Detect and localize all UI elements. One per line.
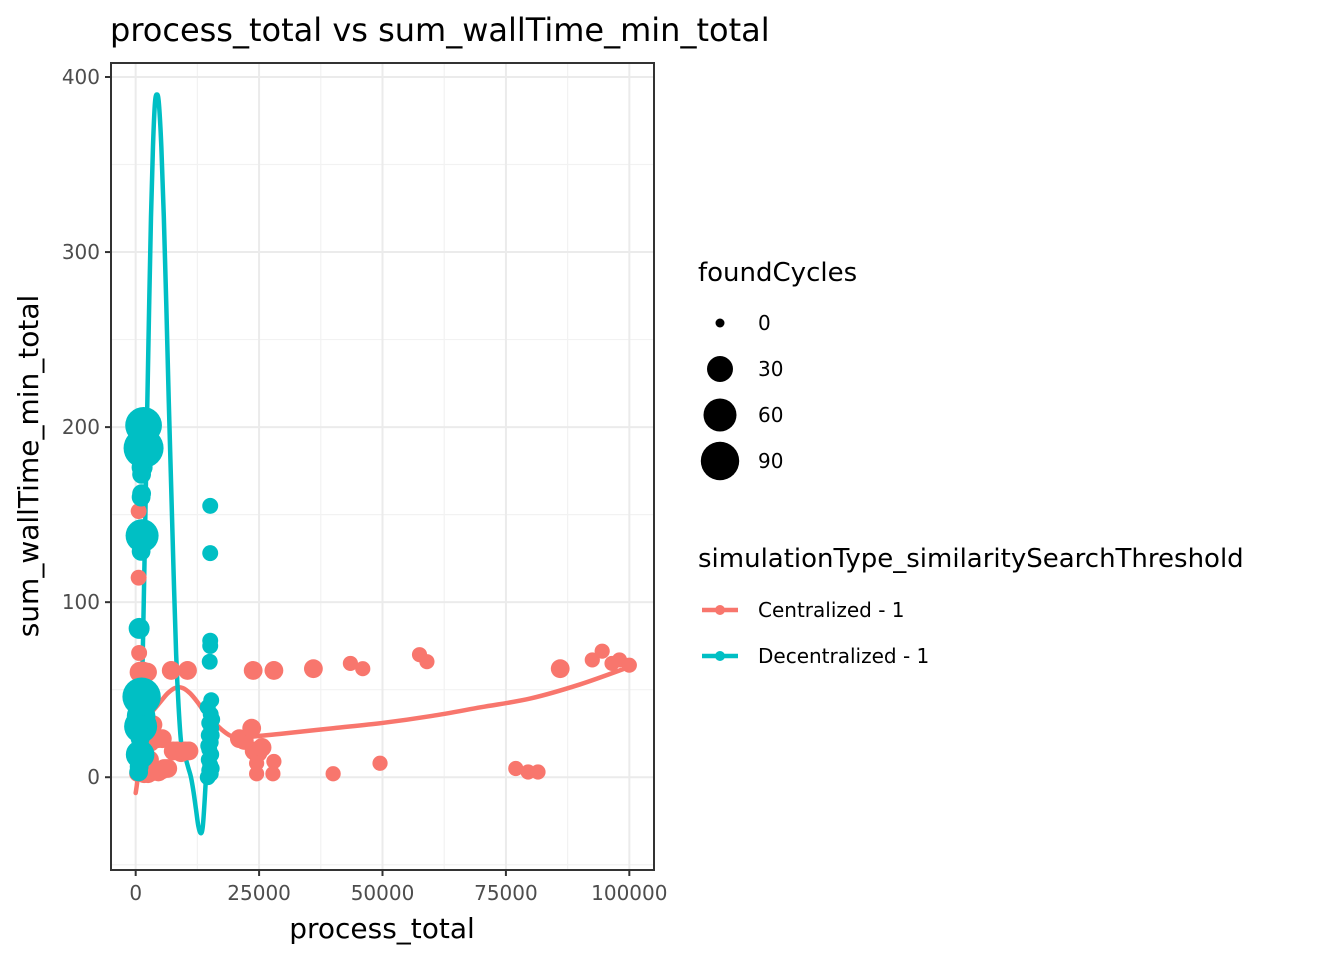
centralized-point bbox=[130, 503, 147, 520]
centralized-point bbox=[325, 766, 341, 782]
size-legend-key-60 bbox=[703, 398, 737, 432]
centralized-point bbox=[584, 652, 600, 668]
centralized-point bbox=[249, 766, 265, 782]
decentralized-point bbox=[199, 699, 216, 716]
centralized-point bbox=[594, 643, 610, 659]
x-tick-label: 100000 bbox=[591, 881, 667, 905]
y-tick-label: 100 bbox=[62, 590, 100, 614]
decentralized-point bbox=[132, 484, 152, 504]
centralized-point bbox=[355, 661, 371, 677]
y-axis-title: sum_wallTime_min_total bbox=[12, 295, 45, 638]
centralized-point bbox=[508, 760, 524, 777]
centralized-point bbox=[158, 759, 178, 778]
size-legend: foundCycles 0 30 60 90 bbox=[698, 258, 857, 481]
decentralized-point bbox=[202, 497, 219, 514]
size-legend-label: 90 bbox=[758, 449, 783, 473]
data-points bbox=[122, 406, 637, 786]
x-tick-label: 0 bbox=[129, 881, 142, 905]
decentralized-point bbox=[201, 653, 218, 670]
centralized-point bbox=[242, 718, 262, 738]
centralized-point bbox=[265, 766, 281, 782]
decentralized-point bbox=[202, 545, 219, 562]
y-tick-label: 400 bbox=[62, 65, 100, 89]
centralized-point bbox=[243, 661, 263, 680]
color-legend-point bbox=[715, 651, 725, 661]
size-legend-key-30 bbox=[707, 356, 733, 382]
centralized-point bbox=[419, 654, 435, 670]
color-legend-point bbox=[715, 605, 725, 615]
centralized-point bbox=[178, 661, 197, 680]
decentralized-point bbox=[133, 746, 152, 766]
color-legend-label: Decentralized - 1 bbox=[758, 644, 929, 668]
centralized-point bbox=[621, 657, 637, 673]
centralized-point bbox=[264, 661, 284, 680]
centralized-point bbox=[342, 655, 359, 672]
color-legend-keys: Centralized - 1 Decentralized - 1 bbox=[702, 598, 929, 668]
plot-panel bbox=[110, 62, 655, 871]
x-tick-label: 25000 bbox=[227, 881, 291, 905]
color-legend: simulationType_similaritySearchThreshold… bbox=[698, 544, 1244, 668]
centralized-point bbox=[179, 741, 199, 761]
decentralized-point bbox=[125, 406, 162, 444]
centralized-point bbox=[152, 729, 172, 749]
decentralized-point bbox=[128, 617, 150, 639]
chart-title: process_total vs sum_wallTime_min_total bbox=[110, 11, 770, 49]
decentralized-point bbox=[122, 677, 161, 716]
centralized-point bbox=[138, 662, 157, 682]
x-axis-title: process_total bbox=[289, 912, 475, 945]
centralized-point bbox=[550, 659, 570, 679]
size-legend-key-0 bbox=[715, 318, 725, 328]
x-axis: 0 25000 50000 75000 100000 bbox=[129, 870, 667, 905]
size-legend-key-90 bbox=[700, 441, 740, 481]
y-tick-label: 0 bbox=[87, 765, 100, 789]
size-legend-label: 60 bbox=[758, 403, 783, 427]
centralized-point bbox=[131, 644, 148, 661]
color-legend-title: simulationType_similaritySearchThreshold bbox=[698, 544, 1244, 574]
size-legend-label: 0 bbox=[758, 311, 771, 335]
centralized-point bbox=[530, 764, 546, 780]
centralized-point bbox=[303, 659, 323, 679]
decentralized-point bbox=[203, 760, 220, 777]
y-axis: 0 100 200 300 400 bbox=[62, 65, 111, 789]
color-legend-label: Centralized - 1 bbox=[758, 598, 905, 622]
centralized-point bbox=[130, 569, 147, 586]
size-legend-title: foundCycles bbox=[698, 258, 857, 288]
x-tick-label: 50000 bbox=[351, 881, 415, 905]
y-tick-label: 300 bbox=[62, 240, 100, 264]
decentralized-point bbox=[125, 519, 159, 553]
y-tick-label: 200 bbox=[62, 415, 100, 439]
decentralized-point bbox=[203, 727, 220, 744]
decentralized-smooth-line bbox=[135, 92, 215, 836]
centralized-point bbox=[249, 755, 265, 771]
x-tick-label: 75000 bbox=[474, 881, 538, 905]
size-legend-label: 30 bbox=[758, 357, 783, 381]
decentralized-point bbox=[204, 711, 221, 728]
centralized-point bbox=[266, 753, 282, 770]
decentralized-point bbox=[202, 637, 219, 654]
centralized-point bbox=[252, 738, 272, 757]
centralized-point bbox=[161, 661, 181, 680]
size-legend-keys: 0 30 60 90 bbox=[700, 311, 783, 481]
centralized-point bbox=[372, 755, 388, 771]
